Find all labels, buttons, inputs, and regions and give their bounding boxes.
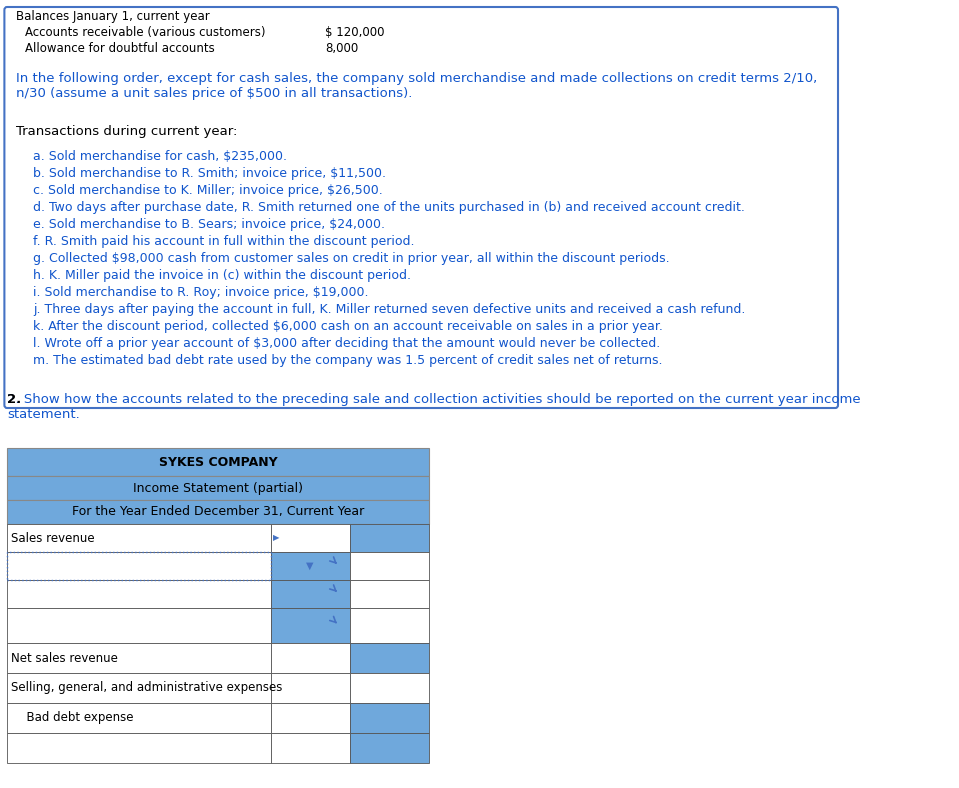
Bar <box>7 580 270 608</box>
Bar <box>7 500 429 524</box>
Text: SYKES COMPANY: SYKES COMPANY <box>158 455 277 469</box>
Bar <box>7 643 270 673</box>
Bar <box>350 703 429 733</box>
Text: e. Sold merchandise to B. Sears; invoice price, $24,000.: e. Sold merchandise to B. Sears; invoice… <box>34 218 386 231</box>
Text: 2. Show how the accounts related to the preceding sale and collection activities: 2. Show how the accounts related to the … <box>7 393 860 421</box>
Text: a. Sold merchandise for cash, $235,000.: a. Sold merchandise for cash, $235,000. <box>34 150 288 163</box>
Bar <box>270 580 350 608</box>
Text: ▶: ▶ <box>273 533 280 542</box>
Text: Sales revenue: Sales revenue <box>11 531 94 545</box>
Bar <box>7 733 270 763</box>
Bar <box>350 580 429 608</box>
Bar <box>270 524 350 552</box>
Text: Transactions during current year:: Transactions during current year: <box>15 125 237 138</box>
Bar <box>7 673 270 703</box>
Text: i. Sold merchandise to R. Roy; invoice price, $19,000.: i. Sold merchandise to R. Roy; invoice p… <box>34 286 369 299</box>
Bar <box>350 733 429 763</box>
Bar <box>350 552 429 580</box>
Text: d. Two days after purchase date, R. Smith returned one of the units purchased in: d. Two days after purchase date, R. Smit… <box>34 201 745 214</box>
Text: Selling, general, and administrative expenses: Selling, general, and administrative exp… <box>11 682 282 694</box>
Text: For the Year Ended December 31, Current Year: For the Year Ended December 31, Current … <box>72 505 364 519</box>
Bar <box>7 703 270 733</box>
Bar <box>350 673 429 703</box>
Text: h. K. Miller paid the invoice in (c) within the discount period.: h. K. Miller paid the invoice in (c) wit… <box>34 269 411 282</box>
Text: $ 120,000: $ 120,000 <box>325 26 385 39</box>
Bar <box>7 608 270 643</box>
Text: In the following order, except for cash sales, the company sold merchandise and : In the following order, except for cash … <box>15 72 817 100</box>
Text: k. After the discount period, collected $6,000 cash on an account receivable on : k. After the discount period, collected … <box>34 320 664 333</box>
Text: Income Statement (partial): Income Statement (partial) <box>133 481 303 495</box>
Text: 2.: 2. <box>7 393 21 406</box>
Bar <box>270 552 350 580</box>
Bar <box>7 476 429 500</box>
Bar <box>7 552 270 580</box>
Text: ▼: ▼ <box>306 561 314 571</box>
Bar <box>270 608 350 643</box>
Text: Net sales revenue: Net sales revenue <box>11 652 117 664</box>
Text: g. Collected $98,000 cash from customer sales on credit in prior year, all withi: g. Collected $98,000 cash from customer … <box>34 252 670 265</box>
FancyBboxPatch shape <box>5 7 838 408</box>
Text: 8,000: 8,000 <box>325 42 359 55</box>
Text: f. R. Smith paid his account in full within the discount period.: f. R. Smith paid his account in full wit… <box>34 235 415 248</box>
Bar <box>270 673 350 703</box>
Bar <box>270 703 350 733</box>
Bar <box>350 608 429 643</box>
Text: m. The estimated bad debt rate used by the company was 1.5 percent of credit sal: m. The estimated bad debt rate used by t… <box>34 354 663 367</box>
Text: j. Three days after paying the account in full, K. Miller returned seven defecti: j. Three days after paying the account i… <box>34 303 746 316</box>
Bar <box>350 524 429 552</box>
Text: b. Sold merchandise to R. Smith; invoice price, $11,500.: b. Sold merchandise to R. Smith; invoice… <box>34 167 386 180</box>
Text: Balances January 1, current year: Balances January 1, current year <box>15 10 210 23</box>
Text: Bad debt expense: Bad debt expense <box>19 712 134 724</box>
Bar <box>270 733 350 763</box>
Bar <box>7 524 270 552</box>
Bar <box>270 643 350 673</box>
Bar <box>7 448 429 476</box>
Bar <box>7 552 270 580</box>
Text: c. Sold merchandise to K. Miller; invoice price, $26,500.: c. Sold merchandise to K. Miller; invoic… <box>34 184 384 197</box>
Text: Allowance for doubtful accounts: Allowance for doubtful accounts <box>25 42 215 55</box>
Text: Accounts receivable (various customers): Accounts receivable (various customers) <box>25 26 265 39</box>
Bar <box>350 643 429 673</box>
Text: l. Wrote off a prior year account of $3,000 after deciding that the amount would: l. Wrote off a prior year account of $3,… <box>34 337 661 350</box>
